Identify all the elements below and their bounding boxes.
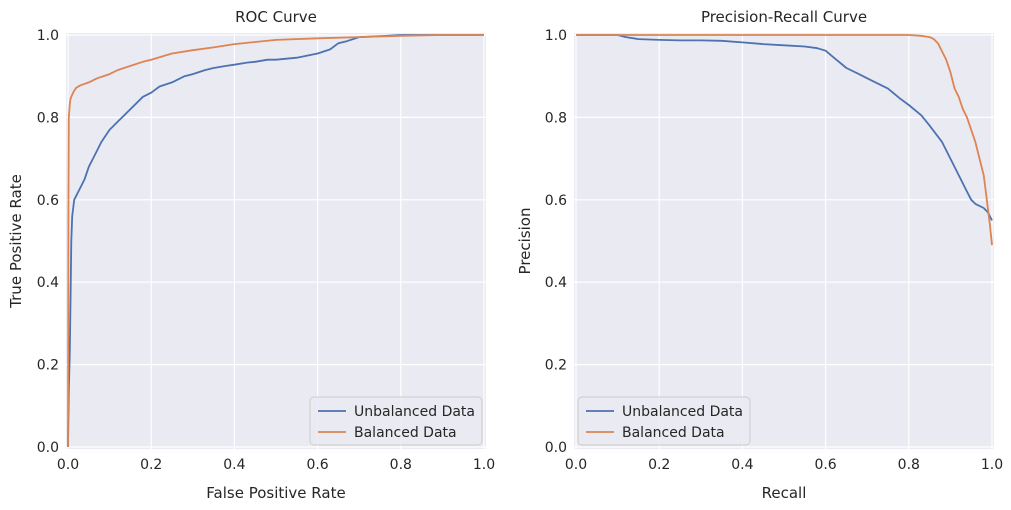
x-tick-label: 0.4 [731,457,753,473]
chart-title: Precision-Recall Curve [701,8,867,26]
x-tick-label: 0.8 [898,457,920,473]
x-axis-label: Recall [762,484,807,502]
legend-box [309,396,483,446]
series-line-unbalanced [67,34,484,448]
y-tick-label: 0.2 [37,358,59,374]
legend-label: Unbalanced Data [354,404,475,420]
x-tick-label: 0.8 [390,457,412,473]
legend: Unbalanced Data Balanced Data [577,396,751,446]
x-tick-label: 0.0 [57,457,79,473]
legend: Unbalanced Data Balanced Data [309,396,483,446]
series-line-balanced [67,34,484,448]
x-tick-label: 0.2 [648,457,670,473]
series-line-unbalanced [576,34,993,221]
x-tick-label: 0.2 [140,457,162,473]
pr-chart: 0.00.0 0.2 0.2 0.4 0.4 0.6 0.6 0.8 0.8 1.0 1.0 Prec… [516,8,1003,502]
legend-box [577,396,751,446]
y-tick-label: 0.4 [545,275,567,291]
y-tick-label: 0.0 [37,440,59,456]
y-tick-label: 1.0 [37,28,59,44]
chart-title: ROC Curve [235,8,317,26]
y-tick-label: 0.6 [37,193,59,209]
x-tick-label: 0.6 [306,457,328,473]
y-axis-label: True Positive Rate [7,174,25,309]
plot-area [66,33,486,449]
x-tick-label: 0.6 [814,457,836,473]
y-tick-label: 0.8 [37,110,59,126]
x-tick-label: 0.4 [223,457,245,473]
y-tick-label: 0.2 [545,358,567,374]
series-line-balanced [576,34,993,246]
x-tick-label: 1.0 [981,457,1003,473]
legend-label: Balanced Data [622,425,725,441]
y-tick-label: 0.8 [545,110,567,126]
y-tick-label: 0.4 [37,275,59,291]
y-tick-label: 0.6 [545,193,567,209]
x-axis-label: False Positive Rate [206,484,345,502]
y-tick-label: 0.0 [545,440,567,456]
legend-label: Unbalanced Data [622,404,743,420]
y-axis-label: Precision [516,208,534,275]
y-tick-label: 1.0 [545,28,567,44]
roc-chart: 0.00.0 0.2 0.2 0.4 0.4 0.6 0.6 0.8 0.8 1.0 1.0 ROC … [7,8,495,502]
plot-area [574,33,994,449]
x-tick-label: 0.0 [565,457,587,473]
x-tick-label: 1.0 [473,457,495,473]
legend-label: Balanced Data [354,425,457,441]
